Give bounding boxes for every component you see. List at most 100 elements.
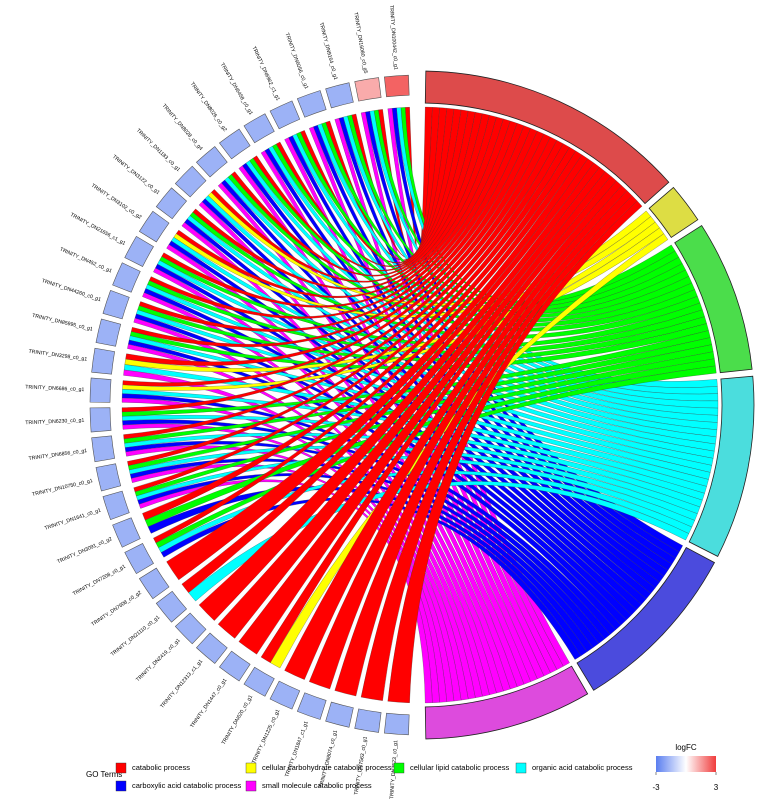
arcs: TRINITY_DN100442_c0_g1 TRINITY_DN16080_c0… (25, 5, 755, 799)
colorbar-tick-label: 3 (714, 783, 719, 792)
gene-label: TRINITY_DN10750_c0_g1 (32, 478, 94, 498)
term-arc (674, 224, 753, 374)
ribbon (387, 200, 643, 703)
gene-box (95, 463, 122, 492)
legend: GO Terms logFC catabolic process cellular… (86, 743, 719, 792)
gene-label: TRINITY_DN6856_c0_g1 (28, 448, 87, 462)
gene-box (218, 650, 251, 682)
gene-box (196, 146, 228, 178)
legend-label: catabolic process (132, 763, 190, 772)
gene-box (112, 262, 141, 293)
gene-box (91, 435, 115, 463)
gene-box (174, 612, 207, 645)
gene-box (243, 113, 275, 144)
gene-box (124, 235, 154, 267)
gene-label: TRINITY_DN3102_c0_g2 (90, 183, 143, 221)
legend-swatch (245, 780, 257, 792)
gene-label: TRINITY_DN8026_c0_g2 (189, 81, 228, 133)
gene-label: TRINITY_DN6056_c0_g1 (284, 32, 310, 90)
ribbon (188, 481, 689, 602)
gene-box (95, 318, 122, 347)
gene-box (383, 74, 410, 98)
term-arc (424, 665, 589, 740)
gene-label: TRINITY_DN6686_c0_g1 (25, 384, 84, 393)
legend-swatch (245, 762, 257, 774)
legend-swatch (515, 762, 527, 774)
gene-label: TRINITY_DN8028_c0_g4 (161, 103, 204, 152)
gene-box (218, 128, 251, 160)
gene-box (196, 632, 228, 664)
gene-label: TRINITY_DN7608_c0_g2 (90, 590, 143, 628)
gene-box (296, 692, 327, 720)
gene-label: TRINITY_DN6962_c1_g1 (250, 46, 280, 102)
gene-box (296, 90, 327, 118)
gene-label: TRINITY_DN3298_c0_g1 (28, 349, 87, 363)
gene-box (102, 490, 130, 521)
gene-box (112, 517, 141, 548)
ribbon (166, 154, 589, 581)
gene-box (89, 377, 112, 403)
gene-label: TRINITY_DN2419_c0_g1 (135, 637, 182, 683)
gene-label: TRINITY_DN7208_c0_g1 (72, 564, 127, 598)
gene-box (269, 100, 301, 130)
gene-label: TRINITY_DN9164_c0_g1 (318, 22, 339, 81)
ribbon (198, 162, 600, 621)
gene-box (155, 187, 187, 220)
term-arc (576, 546, 716, 691)
colorbar-title: logFC (675, 743, 697, 752)
gene-box (325, 701, 354, 728)
legend-label: cellular carbohydrate catabolic process (262, 763, 392, 772)
ribbon (133, 317, 483, 698)
ribbons (121, 106, 719, 704)
gene-label: TRINITY_DN16080_c0_g5 (352, 12, 368, 74)
gene-label: TRINITY_DN3122_c0_g1 (111, 154, 161, 196)
colorbar-tick-label: -3 (652, 783, 660, 792)
gene-box (124, 543, 154, 575)
legend-label: small molecule catabolic process (262, 781, 372, 790)
gene-label: TRINITY_DN1225_c0_g1 (251, 708, 281, 764)
legend-title: GO Terms (86, 770, 122, 779)
gene-box (174, 165, 207, 198)
gene-label: TRINITY_DN21656_c1_g1 (69, 212, 126, 247)
gene-box (138, 210, 170, 243)
ribbon (217, 167, 606, 639)
gene-label: TRINITY_DN12313_c1_g1 (159, 659, 204, 710)
legend-swatch (393, 762, 405, 774)
gene-label: TRINITY_DN3091_c0_g2 (56, 536, 113, 565)
gene-box (354, 77, 382, 102)
gene-box (383, 712, 410, 736)
colorbar (656, 756, 716, 772)
legend-label: carboxylic acid catabolic process (132, 781, 241, 790)
gene-label: TRINITY_DN620_c0_g1 (221, 694, 254, 746)
legend-swatch (115, 762, 127, 774)
legend-label: organic acid catabolic process (532, 763, 633, 772)
gene-label: TRINITY_DN21110_c0_g1 (110, 615, 161, 658)
gene-label: TRINITY_DN1183_c0_g1 (135, 128, 181, 173)
gene-label: TRINITY_DN6230_c0_g1 (25, 418, 84, 427)
gene-box (138, 567, 170, 600)
gene-label: TRINITY_DN6458_c0_g1 (219, 62, 254, 116)
gene-label: TRINITY_DN100442_c0_g1 (388, 5, 399, 70)
gene-box (155, 590, 187, 623)
legend-label: cellular lipid catabolic process (410, 763, 509, 772)
gene-box (269, 680, 301, 710)
gene-box (102, 289, 130, 320)
ribbon (284, 180, 622, 680)
gene-label: TRINITY_DN44260_c0_g1 (41, 278, 102, 303)
ribbon (238, 171, 612, 655)
gene-box (91, 347, 115, 375)
gene-label: TRINITY_DN452_c0_g1 (59, 247, 113, 275)
term-arc (424, 70, 670, 205)
gene-box (89, 407, 112, 433)
gene-label: TRINITY_DN85995_c0_g1 (31, 313, 93, 333)
gene-box (354, 708, 382, 733)
gene-box (325, 82, 354, 109)
gene-label: TRINITY_DN1447_c0_g1 (189, 677, 228, 729)
gene-label: TRINITY_DN8074_c0_g1 (318, 730, 339, 789)
gene-label: TRINITY_DN1641_c0_g1 (44, 508, 102, 532)
legend-swatch (115, 780, 127, 792)
term-arc (688, 375, 755, 557)
gene-box (243, 666, 275, 697)
